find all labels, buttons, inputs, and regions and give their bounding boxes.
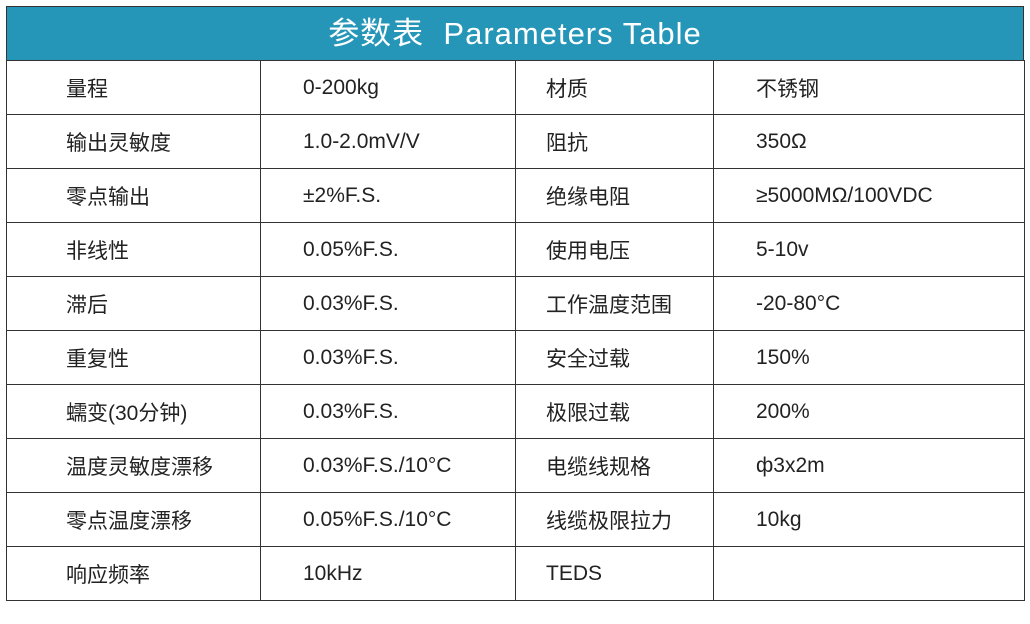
param-name: 重复性	[6, 330, 261, 385]
param-value: 10kg	[713, 492, 1025, 547]
param-name: 温度灵敏度漂移	[6, 438, 261, 493]
param-value: 0.05%F.S./10°C	[260, 492, 516, 547]
param-value: -20-80°C	[713, 276, 1025, 331]
param-value: 5-10v	[713, 222, 1025, 277]
param-value: 0.03%F.S.	[260, 276, 516, 331]
table: 量程 0-200kg 材质 不锈钢 输出灵敏度 1.0-2.0mV/V 阻抗 350Ω 零点输出…	[6, 60, 1025, 601]
param-name: 零点输出	[6, 168, 261, 223]
param-name: 阻抗	[515, 114, 714, 169]
param-value: ф3x2m	[713, 438, 1025, 493]
table-row: 蠕变(30分钟) 0.03%F.S. 极限过载 200%	[6, 384, 1025, 439]
param-name: 量程	[6, 60, 261, 115]
param-value: 1.0-2.0mV/V	[260, 114, 516, 169]
param-value: 不锈钢	[713, 60, 1025, 115]
param-name: 响应频率	[6, 546, 261, 601]
param-name: 输出灵敏度	[6, 114, 261, 169]
param-value: 0.03%F.S.	[260, 384, 516, 439]
table-row: 响应频率 10kHz TEDS	[6, 546, 1025, 601]
table-row: 零点温度漂移 0.05%F.S./10°C 线缆极限拉力 10kg	[6, 492, 1025, 547]
param-value: 0.03%F.S./10°C	[260, 438, 516, 493]
table-row: 重复性 0.03%F.S. 安全过载 150%	[6, 330, 1025, 385]
table-title: 参数表 Parameters Table	[6, 6, 1024, 60]
param-value: 0-200kg	[260, 60, 516, 115]
param-value: 150%	[713, 330, 1025, 385]
param-name: 材质	[515, 60, 714, 115]
param-name: 电缆线规格	[515, 438, 714, 493]
param-value: 0.05%F.S.	[260, 222, 516, 277]
empty-cell	[713, 546, 1025, 601]
table-row: 零点输出 ±2%F.S. 绝缘电阻 ≥5000MΩ/100VDC	[6, 168, 1025, 223]
param-name: 非线性	[6, 222, 261, 277]
table-row: 量程 0-200kg 材质 不锈钢	[6, 60, 1025, 115]
param-name: 使用电压	[515, 222, 714, 277]
table-row: 滞后 0.03%F.S. 工作温度范围 -20-80°C	[6, 276, 1025, 331]
param-name: 工作温度范围	[515, 276, 714, 331]
param-value: 10kHz	[260, 546, 516, 601]
param-value: 0.03%F.S.	[260, 330, 516, 385]
param-name: 滞后	[6, 276, 261, 331]
param-name: 绝缘电阻	[515, 168, 714, 223]
param-name: 极限过载	[515, 384, 714, 439]
param-name: TEDS	[515, 546, 714, 601]
table-row: 输出灵敏度 1.0-2.0mV/V 阻抗 350Ω	[6, 114, 1025, 169]
param-name: 蠕变(30分钟)	[6, 384, 261, 439]
param-value: ≥5000MΩ/100VDC	[713, 168, 1025, 223]
param-value: 350Ω	[713, 114, 1025, 169]
param-name: 零点温度漂移	[6, 492, 261, 547]
table-row: 非线性 0.05%F.S. 使用电压 5-10v	[6, 222, 1025, 277]
param-value: 200%	[713, 384, 1025, 439]
param-table: 参数表 Parameters Table 量程 0-200kg 材质 不锈钢 输出灵敏度…	[6, 6, 1025, 601]
param-name: 安全过载	[515, 330, 714, 385]
table-row: 温度灵敏度漂移 0.03%F.S./10°C 电缆线规格 ф3x2m	[6, 438, 1025, 493]
param-name: 线缆极限拉力	[515, 492, 714, 547]
param-value: ±2%F.S.	[260, 168, 516, 223]
